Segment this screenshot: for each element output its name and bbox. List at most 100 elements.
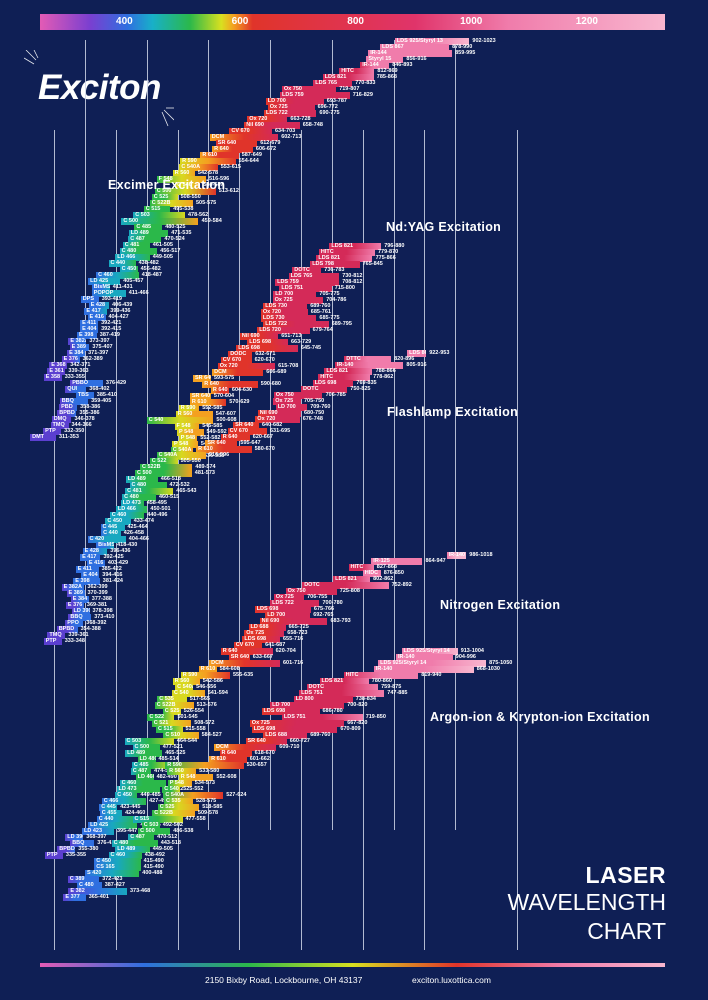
- dye-range-label: 856-916: [406, 56, 427, 62]
- dye-range-label: 715-800: [334, 285, 355, 291]
- title-chart: CHART: [587, 918, 666, 944]
- dye-range-label: 460-515: [159, 494, 180, 500]
- dye-range-label: 513-612: [218, 188, 239, 194]
- dye-range-label: 704-786: [326, 297, 347, 303]
- dye-range-label: 362-389: [82, 356, 103, 362]
- dye-range-label: 513-576: [196, 702, 217, 708]
- dye-range-label: 700-780: [322, 600, 343, 606]
- dye-bar: R 610: [198, 666, 217, 673]
- dye-bar: R 610: [196, 446, 252, 453]
- dye-bar: Ox 750: [273, 392, 323, 399]
- dye-range-label: 752-892: [391, 582, 412, 588]
- dye-bar: DCM: [209, 660, 281, 667]
- spectrum-tick-1000: 1000: [460, 16, 483, 27]
- dye-bar: E 361: [47, 368, 66, 375]
- dye-bar: E 376: [65, 602, 84, 609]
- dye-range-label: 778-862: [373, 374, 394, 380]
- dye-range-label: 620-670: [254, 357, 275, 363]
- dye-range-label: 440-496: [147, 512, 168, 518]
- dye-range-label: 339-361: [68, 632, 89, 638]
- dye-range-label: 461-505: [152, 242, 173, 248]
- dye-range-label: 708-812: [342, 279, 363, 285]
- dye-bar: LDS 821: [333, 576, 371, 583]
- dye-range-label: 456-517: [160, 248, 181, 254]
- dye-range-label: 584-527: [201, 732, 222, 738]
- dye-bar: F 548: [156, 176, 206, 183]
- dye-range-label: 394-416: [102, 572, 123, 578]
- dye-range-label: 339-363: [68, 368, 89, 374]
- dye-bar: LDS 798: [310, 261, 360, 268]
- dye-bar: LDS 698: [236, 345, 298, 352]
- dye-bar: C 500: [135, 470, 192, 477]
- dye-bar: IR-140: [446, 552, 467, 559]
- dye-bar: C 522B: [154, 702, 194, 709]
- dye-bar: C 481: [125, 488, 174, 495]
- dye-bar: R 560: [172, 678, 200, 685]
- dye-range-label: 342-371: [70, 362, 91, 368]
- dye-bar: C 500: [132, 744, 160, 751]
- gridline: [332, 40, 333, 830]
- dye-range-label: 385-422: [101, 566, 122, 572]
- section-ndyag-label: Nd:YAG Excitation: [386, 220, 502, 234]
- dye-bar: LD 466: [115, 506, 148, 513]
- dye-bar: Ox 725: [249, 720, 345, 727]
- dye-bar: E 417: [80, 554, 101, 561]
- dye-bar: C 540: [146, 417, 214, 424]
- dye-bar: LDS 688: [263, 732, 308, 739]
- dye-range-label: 689-760: [310, 732, 331, 738]
- dye-bar: LDS 765: [313, 80, 353, 87]
- dye-bar: C 440: [108, 260, 136, 267]
- dye-bar: E 368: [49, 362, 68, 369]
- dye-range-label: 802-862: [373, 576, 394, 582]
- dye-bar: LDS 722: [270, 600, 320, 607]
- dye-range-label: 689-795: [331, 321, 352, 327]
- dye-range-label: 459-584: [201, 218, 222, 224]
- dye-range-label: 505-575: [196, 200, 217, 206]
- dye-range-label: 400-488: [142, 870, 163, 876]
- gridline: [394, 40, 395, 830]
- dye-bar: HITC: [348, 564, 374, 571]
- dye-range-label: 631-695: [270, 428, 291, 434]
- dye-bar: LDS 698: [261, 708, 320, 715]
- dye-range-label: 516-596: [209, 176, 230, 182]
- dye-range-label: 878-990: [452, 44, 473, 50]
- dye-bar: C 455: [99, 810, 122, 817]
- dye-bar: C 480: [111, 840, 158, 847]
- dye-bar: C 540A: [170, 447, 193, 454]
- dye-range-label: 612-679: [260, 140, 281, 146]
- dye-range-label: 663-729: [291, 339, 312, 345]
- dye-range-label: 399-436: [110, 308, 131, 314]
- dye-bar: C 522: [149, 458, 178, 465]
- dye-bar: P 548: [167, 780, 192, 787]
- dye-range-label: 474-507: [154, 768, 175, 774]
- dye-range-label: 593-575: [214, 375, 235, 381]
- gridline: [455, 40, 456, 830]
- dye-bar: CS 165: [94, 864, 141, 871]
- dye-range-label: 465-525: [165, 750, 186, 756]
- dye-range-label: 411-466: [128, 290, 149, 296]
- dye-bar: DOTC: [301, 386, 348, 393]
- dye-bar: C 450: [119, 266, 138, 273]
- dye-bar: Nil 690: [239, 333, 279, 340]
- dye-range-label: 820-896: [394, 356, 415, 362]
- dye-bar: PBD: [59, 404, 78, 411]
- dye-range-label: 505-550: [180, 458, 201, 464]
- dye-bar: S 420: [85, 870, 140, 877]
- dye-range-label: 423-445: [120, 804, 141, 810]
- dye-range-label: 693-787: [326, 98, 347, 104]
- dye-range-label: 518-585: [202, 804, 223, 810]
- dye-range-label: 601-716: [283, 660, 304, 666]
- dye-range-label: 393-419: [101, 296, 122, 302]
- dye-range-label: 667-820: [347, 720, 368, 726]
- dye-bar: C 535: [164, 798, 193, 805]
- dye-range-label: 517-565: [189, 696, 210, 702]
- dye-range-label: 371-397: [88, 350, 109, 356]
- dye-range-label: 387-427: [104, 882, 125, 888]
- dye-bar: R 590: [180, 672, 231, 679]
- dye-range-label: 403-429: [107, 560, 129, 566]
- dye-bar: C 503: [133, 212, 185, 219]
- dye-range-label: 530-657: [246, 762, 267, 768]
- dye-bar: BBQ: [68, 614, 92, 621]
- dye-range-label: 719-850: [365, 714, 386, 720]
